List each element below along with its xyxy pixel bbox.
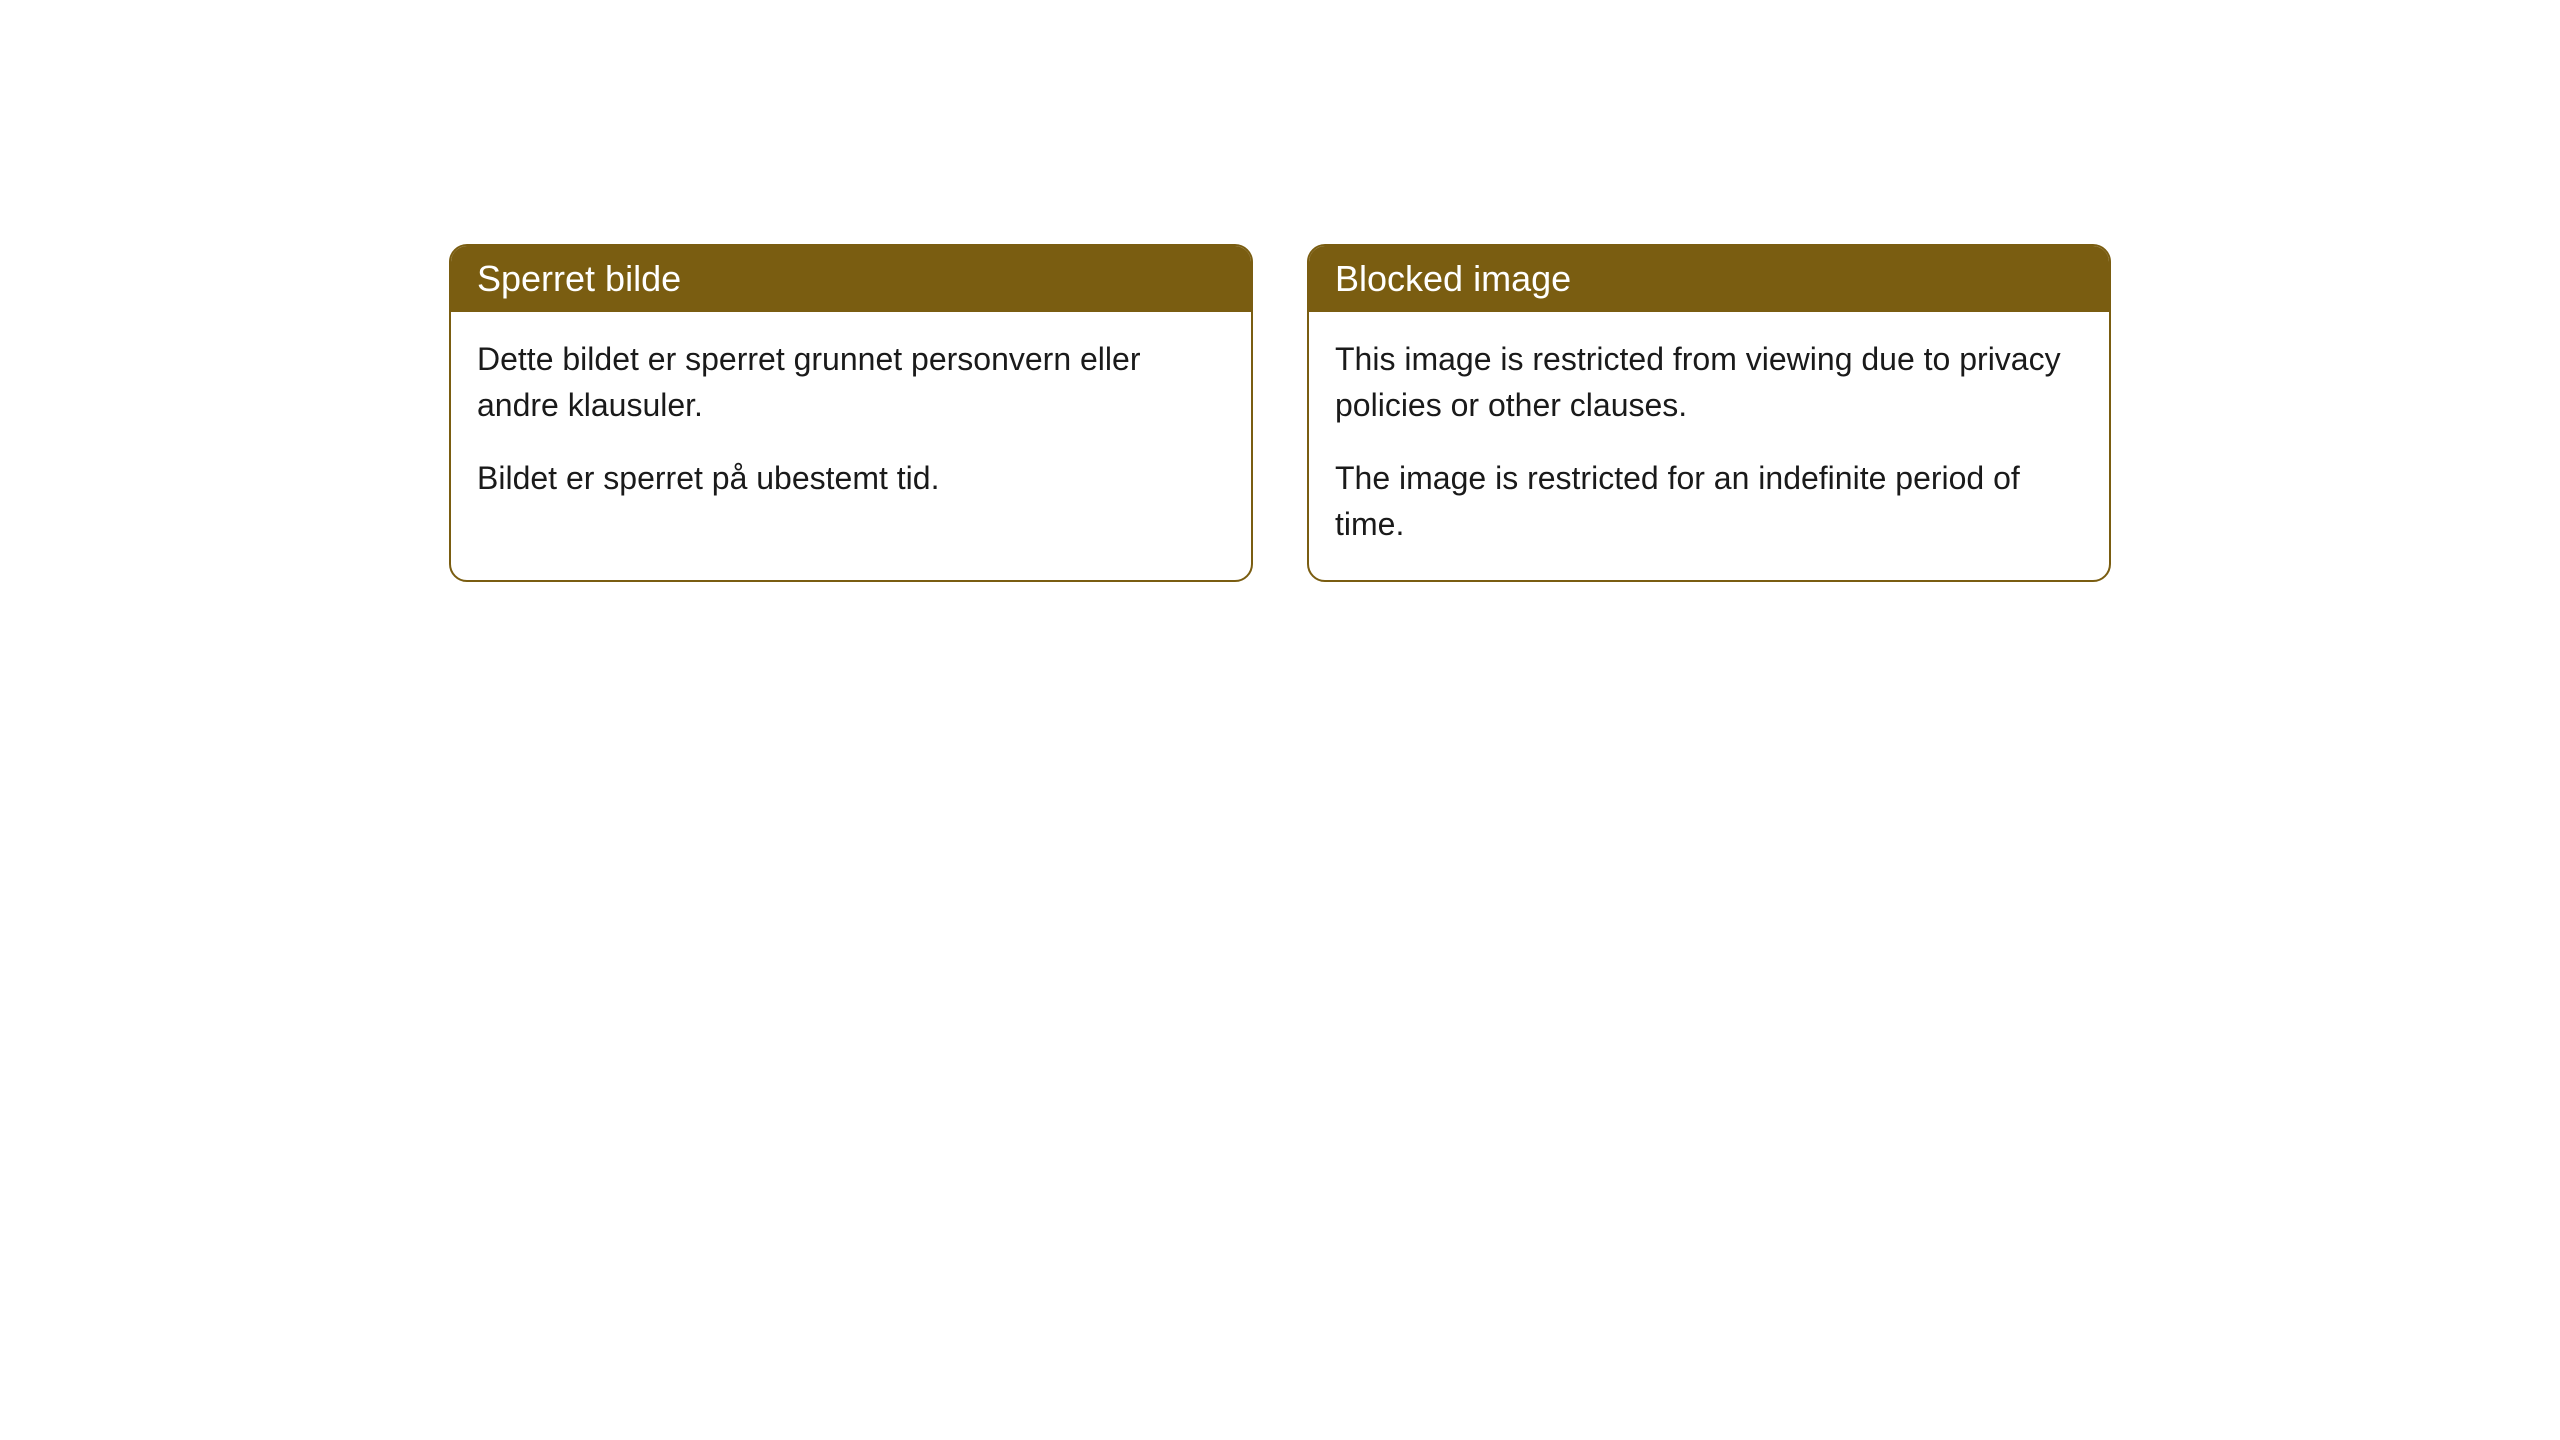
card-title: Blocked image	[1335, 258, 1571, 299]
card-paragraph: The image is restricted for an indefinit…	[1335, 455, 2083, 548]
card-header: Sperret bilde	[451, 246, 1251, 312]
notice-card-norwegian: Sperret bilde Dette bildet er sperret gr…	[449, 244, 1253, 582]
card-body: Dette bildet er sperret grunnet personve…	[451, 312, 1251, 533]
card-header: Blocked image	[1309, 246, 2109, 312]
notice-cards-container: Sperret bilde Dette bildet er sperret gr…	[449, 244, 2111, 582]
card-paragraph: Bildet er sperret på ubestemt tid.	[477, 455, 1225, 501]
card-body: This image is restricted from viewing du…	[1309, 312, 2109, 580]
notice-card-english: Blocked image This image is restricted f…	[1307, 244, 2111, 582]
card-title: Sperret bilde	[477, 258, 681, 299]
card-paragraph: Dette bildet er sperret grunnet personve…	[477, 336, 1225, 429]
card-paragraph: This image is restricted from viewing du…	[1335, 336, 2083, 429]
